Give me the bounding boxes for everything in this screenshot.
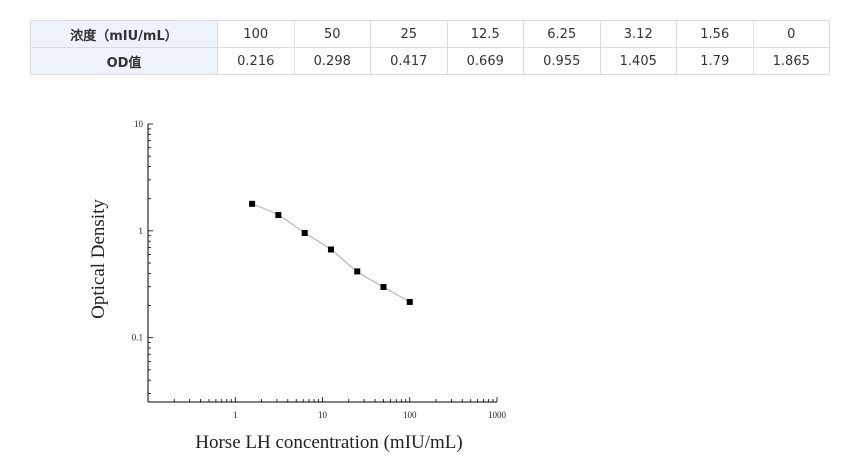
table-cell: 6.25 — [523, 20, 601, 48]
row-header-od: OD值 — [30, 47, 218, 75]
table-cell: 1.865 — [752, 47, 830, 75]
table-cell: 12.5 — [446, 20, 524, 48]
x-axis-title: Horse LH concentration (mIU/mL) — [195, 432, 463, 453]
data-point — [249, 200, 256, 207]
data-point — [380, 284, 387, 291]
table-cell: 0.298 — [293, 47, 371, 75]
standard-curve-table: 浓度（mIU/mL） 100 50 25 12.5 6.25 3.12 1.56… — [30, 20, 830, 75]
data-point — [354, 268, 361, 275]
chart-ticks: 10 1 0.1 1 10 100 1000 — [132, 119, 507, 420]
x-tick-label: 1 — [233, 410, 238, 420]
chart-axes — [147, 124, 497, 403]
x-tick-label: 1000 — [488, 410, 507, 420]
table-cell: 1.79 — [676, 47, 754, 75]
data-point — [406, 298, 413, 305]
table-cell: 50 — [293, 20, 371, 48]
chart-markers — [249, 200, 413, 305]
y-tick-label: 1 — [139, 226, 144, 236]
y-axis-title: Optical Density — [88, 199, 109, 319]
data-point — [301, 229, 308, 236]
table-cell: 0.669 — [446, 47, 524, 75]
data-point — [275, 212, 282, 219]
table-cell: 0.955 — [523, 47, 601, 75]
od-row: OD值 0.216 0.298 0.417 0.669 0.955 1.405 … — [30, 47, 830, 75]
concentration-row: 浓度（mIU/mL） 100 50 25 12.5 6.25 3.12 1.56… — [30, 20, 830, 48]
table-cell: 100 — [217, 20, 295, 48]
x-tick-label: 100 — [403, 410, 417, 420]
row-header-concentration: 浓度（mIU/mL） — [30, 20, 218, 48]
table-cell: 0 — [752, 20, 830, 48]
table-cell: 0.417 — [370, 47, 448, 75]
y-tick-label: 10 — [134, 119, 144, 129]
table-cell: 3.12 — [599, 20, 677, 48]
y-tick-label: 0.1 — [132, 333, 143, 343]
table-cell: 0.216 — [217, 47, 295, 75]
table-cell: 1.405 — [599, 47, 677, 75]
data-point — [327, 246, 334, 253]
x-tick-label: 10 — [318, 410, 328, 420]
